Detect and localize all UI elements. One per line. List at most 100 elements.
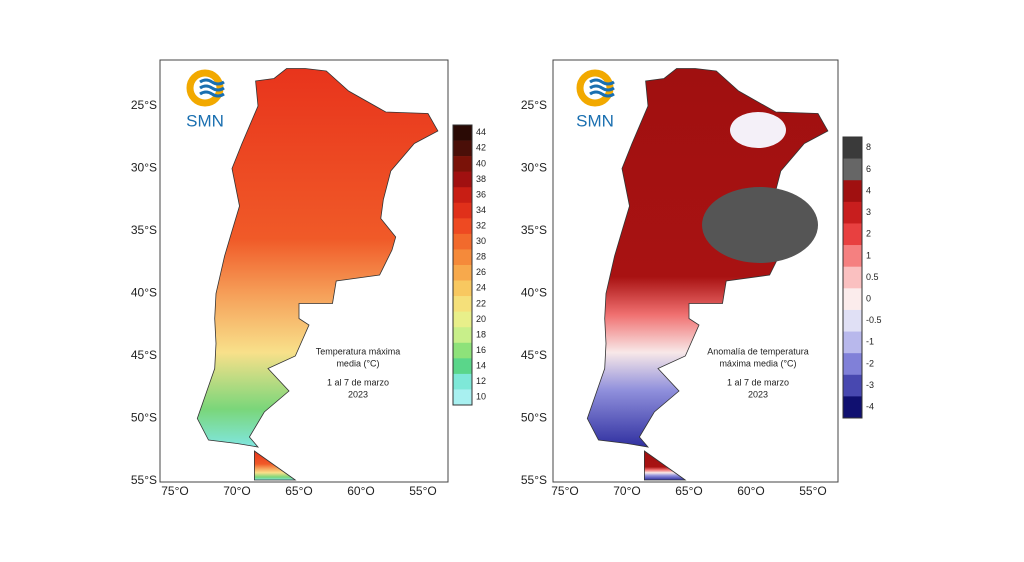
colorbar-label: 4 (866, 185, 871, 195)
colorbar-label: 30 (476, 236, 486, 246)
colorbar-label: 44 (476, 127, 486, 137)
colorbar-label: 22 (476, 298, 486, 308)
lat-label: 45°S (131, 348, 157, 362)
colorbar-label: 6 (866, 164, 871, 174)
colorbar-swatch (843, 374, 862, 397)
logo-wave (589, 90, 615, 98)
lon-label: 75°O (161, 484, 188, 498)
lat-label: 40°S (521, 286, 547, 300)
colorbar-label: 28 (476, 252, 486, 262)
colorbar-label: 32 (476, 220, 486, 230)
caption: Anomalía de temperatura (707, 346, 809, 356)
logo-wave (589, 78, 615, 86)
colorbar-label: -2 (866, 358, 874, 368)
colorbar-swatch (453, 202, 472, 219)
lon-label: 65°O (285, 484, 312, 498)
colorbar-swatch (453, 171, 472, 188)
lon-label: 55°O (409, 484, 436, 498)
colorbar-label: 18 (476, 329, 486, 339)
colorbar-swatch (453, 389, 472, 406)
lon-label: 60°O (347, 484, 374, 498)
colorbar-swatch (453, 280, 472, 297)
colorbar-swatch (453, 358, 472, 375)
colorbar-label: 2 (866, 229, 871, 239)
colorbar-swatch (843, 331, 862, 354)
caption: 2023 (348, 389, 368, 399)
logo-ring (186, 69, 224, 107)
lon-label: 70°O (613, 484, 640, 498)
caption: máxima media (°C) (719, 358, 796, 368)
map-right (552, 59, 839, 483)
colorbar-swatch (453, 125, 472, 141)
lat-label: 50°S (521, 411, 547, 425)
colorbar-swatch (843, 158, 862, 181)
colorbar-label: 26 (476, 267, 486, 277)
lat-label: 40°S (131, 286, 157, 300)
lon-label: 75°O (551, 484, 578, 498)
logo-ring (576, 69, 614, 107)
colorbar-label: -0.5 (866, 315, 882, 325)
lat-label: 30°S (521, 161, 547, 175)
logo-wave (199, 90, 225, 98)
colorbar-swatch (453, 327, 472, 344)
colorbar-label: 16 (476, 345, 486, 355)
colorbar-swatch (453, 140, 472, 157)
colorbar-swatch (453, 265, 472, 281)
lat-label: 55°S (131, 473, 157, 487)
colorbar-swatch (843, 288, 862, 311)
logo-wave (199, 84, 225, 92)
colorbar-swatch (843, 180, 862, 203)
colorbar-swatch (843, 245, 862, 267)
colorbar-label: 14 (476, 360, 486, 370)
colorbar-frame (842, 136, 863, 419)
colorbar-label: 8 (866, 142, 871, 152)
colorbar-swatch (843, 353, 862, 376)
colorbar-label: 40 (476, 158, 486, 168)
lat-label: 25°S (521, 98, 547, 112)
colorbar-swatch (453, 233, 472, 250)
colorbar-swatch (843, 309, 862, 332)
lon-label: 55°O (799, 484, 826, 498)
anomaly-area (702, 187, 818, 263)
colorbar-label: 24 (476, 283, 486, 293)
caption: 1 al 7 de marzo (327, 377, 389, 387)
colorbar-swatch (843, 266, 862, 289)
lat-label: 35°S (521, 223, 547, 237)
colorbar-label: 0.5 (866, 272, 879, 282)
colorbar-label: 3 (866, 207, 871, 217)
colorbar-label: 42 (476, 143, 486, 153)
lon-label: 65°O (675, 484, 702, 498)
caption: media (°C) (336, 358, 379, 368)
caption: 1 al 7 de marzo (727, 377, 789, 387)
colorbar-swatch (843, 137, 862, 159)
colorbar-swatch (843, 201, 862, 224)
lon-label: 60°O (737, 484, 764, 498)
colorbar-swatch (843, 396, 862, 419)
logo-wave (199, 78, 225, 86)
colorbar-label: 12 (476, 376, 486, 386)
logo-text: SMN (186, 111, 224, 130)
colorbar-swatch (453, 296, 472, 312)
lat-label: 30°S (131, 161, 157, 175)
lon-label: 70°O (223, 484, 250, 498)
colorbar-label: -3 (866, 380, 874, 390)
lat-label: 50°S (131, 411, 157, 425)
anomaly-area (730, 112, 786, 148)
colorbar-label: 0 (866, 293, 871, 303)
colorbar-swatch (843, 223, 862, 246)
colorbar-label: 34 (476, 205, 486, 215)
caption: 2023 (748, 389, 768, 399)
colorbar-swatch (453, 156, 472, 172)
colorbar-label: -4 (866, 402, 874, 412)
lat-label: 45°S (521, 348, 547, 362)
caption: Temperatura máxima (316, 346, 401, 356)
colorbar-label: -1 (866, 337, 874, 347)
colorbar-swatch (453, 373, 472, 390)
colorbar-swatch (453, 311, 472, 328)
colorbar-label: 20 (476, 314, 486, 324)
colorbar-frame (452, 124, 473, 406)
colorbar-label: 1 (866, 250, 871, 260)
lat-label: 35°S (131, 223, 157, 237)
lat-label: 25°S (131, 98, 157, 112)
colorbar-label: 10 (476, 392, 486, 402)
